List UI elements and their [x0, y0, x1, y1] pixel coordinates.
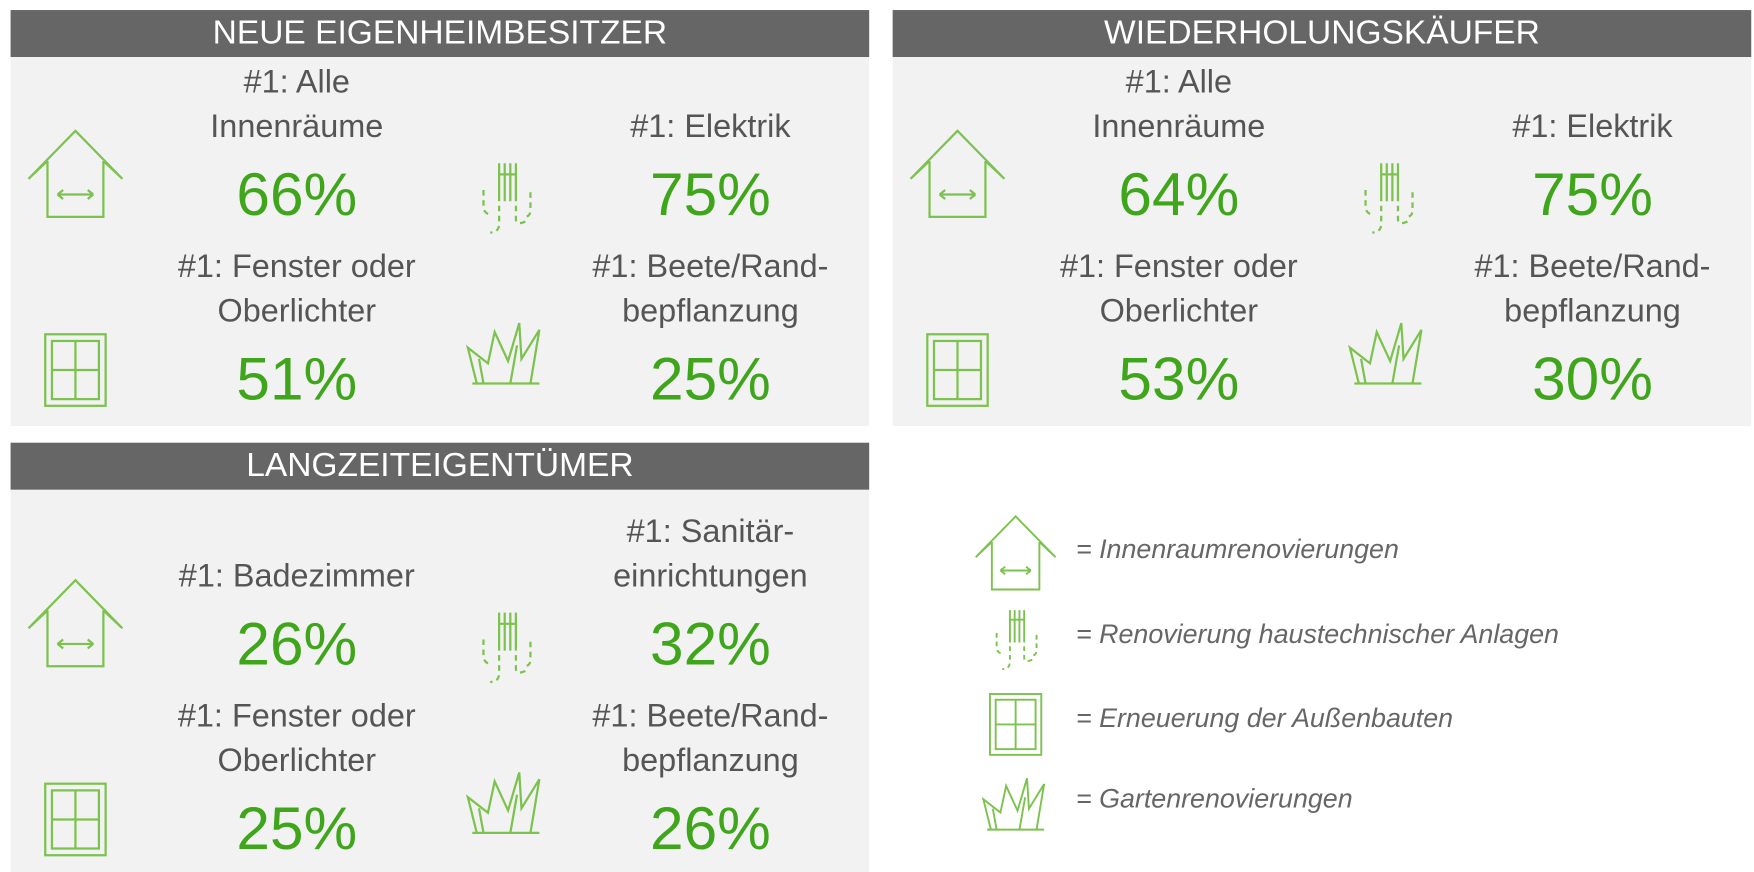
plumbing-icon [1364, 163, 1414, 234]
legend-text: = Innenraumrenovierungen [1076, 534, 1399, 564]
plumbing-wires [1364, 190, 1414, 234]
item-value: 30% [1532, 344, 1653, 412]
item-label: #1: Elektrik [1512, 108, 1673, 144]
window-frame [44, 782, 107, 857]
plumbing-pipes [498, 612, 518, 651]
item-label: #1: Beete/Rand- [1474, 248, 1710, 284]
house-icon [975, 514, 1057, 591]
item-label: Oberlichter [218, 742, 377, 778]
item-label: Innenräume [210, 108, 383, 144]
plumbing-icon [482, 612, 532, 684]
window-cross [934, 340, 981, 400]
grass-blades [465, 772, 541, 834]
grass-icon [465, 772, 541, 834]
legend-text: = Erneuerung der Außenbauten [1076, 703, 1453, 733]
window-icon [926, 333, 989, 407]
item-label: bepflanzung [622, 293, 799, 329]
house-icon [909, 129, 1006, 218]
panel-title: WIEDERHOLUNGSKÄUFER [1104, 15, 1540, 52]
item-label: #1: Alle [1126, 63, 1232, 99]
panel-body [10, 10, 870, 426]
window-icon [989, 693, 1043, 756]
item-value: 75% [650, 160, 771, 228]
item-value: 25% [236, 794, 357, 862]
house-arrow [999, 565, 1032, 576]
item-label: #1: Fenster oder [1060, 248, 1298, 284]
legend-text: = Gartenrenovierungen [1076, 784, 1353, 814]
panel-title: NEUE EIGENHEIMBESITZER [213, 15, 667, 52]
grass-icon [981, 778, 1046, 831]
item-label: #1: Elektrik [630, 108, 791, 144]
plumbing-wires [482, 190, 532, 234]
house-arrow [56, 638, 95, 650]
panel-header [10, 442, 870, 490]
grass-blades [981, 778, 1046, 831]
grass-icon [1348, 322, 1423, 385]
item-value: 66% [236, 160, 357, 228]
house-icon [27, 578, 124, 668]
house-icon [27, 129, 124, 218]
legend-text: = Renovierung haustechnischer Anlagen [1076, 619, 1559, 649]
window-cross [51, 790, 99, 849]
item-label: Oberlichter [218, 293, 377, 329]
grass-icon [465, 322, 541, 385]
window-cross [995, 699, 1036, 750]
item-label: #1: Sanitär- [627, 513, 795, 549]
plumbing-icon [482, 163, 532, 234]
plumbing-icon [995, 610, 1038, 671]
item-label: #1: Beete/Rand- [592, 697, 828, 733]
item-value: 64% [1118, 160, 1239, 228]
window-icon [44, 333, 107, 407]
window-cross [51, 340, 99, 400]
panel-body [10, 442, 870, 872]
item-label: #1: Fenster oder [178, 248, 416, 284]
plumbing-wires [995, 632, 1038, 671]
item-label: Innenräume [1092, 108, 1265, 144]
panel-body [892, 10, 1752, 426]
item-value: 32% [650, 609, 771, 677]
plumbing-pipes [1008, 610, 1026, 643]
panel-title: LANGZEITEIGENTÜMER [246, 447, 633, 484]
item-label: bepflanzung [622, 742, 799, 778]
plumbing-pipes [1380, 163, 1400, 202]
plumbing-pipes [498, 163, 518, 202]
item-value: 26% [650, 794, 771, 862]
window-frame [44, 333, 107, 407]
house-outline [909, 129, 1006, 218]
house-outline [975, 514, 1057, 591]
house-arrow [56, 189, 95, 200]
item-label: #1: Fenster oder [178, 697, 416, 733]
panel-header [892, 10, 1752, 58]
window-frame [926, 333, 989, 407]
item-label: #1: Beete/Rand- [592, 248, 828, 284]
window-icon [44, 782, 107, 857]
item-value: 53% [1118, 344, 1239, 412]
plumbing-wires [482, 639, 532, 684]
house-outline [27, 129, 124, 218]
house-arrow [938, 189, 977, 200]
item-value: 25% [650, 344, 771, 412]
window-frame [989, 693, 1043, 756]
item-value: 26% [236, 609, 357, 677]
grass-blades [465, 322, 541, 385]
item-label: #1: Alle [244, 63, 350, 99]
item-label: #1: Badezimmer [179, 558, 415, 594]
item-value: 51% [236, 344, 357, 412]
house-outline [27, 578, 124, 668]
grass-blades [1348, 322, 1423, 385]
panel-header [10, 10, 870, 58]
item-label: einrichtungen [613, 558, 808, 594]
item-label: bepflanzung [1504, 293, 1681, 329]
item-label: Oberlichter [1100, 293, 1259, 329]
item-value: 75% [1532, 160, 1653, 228]
